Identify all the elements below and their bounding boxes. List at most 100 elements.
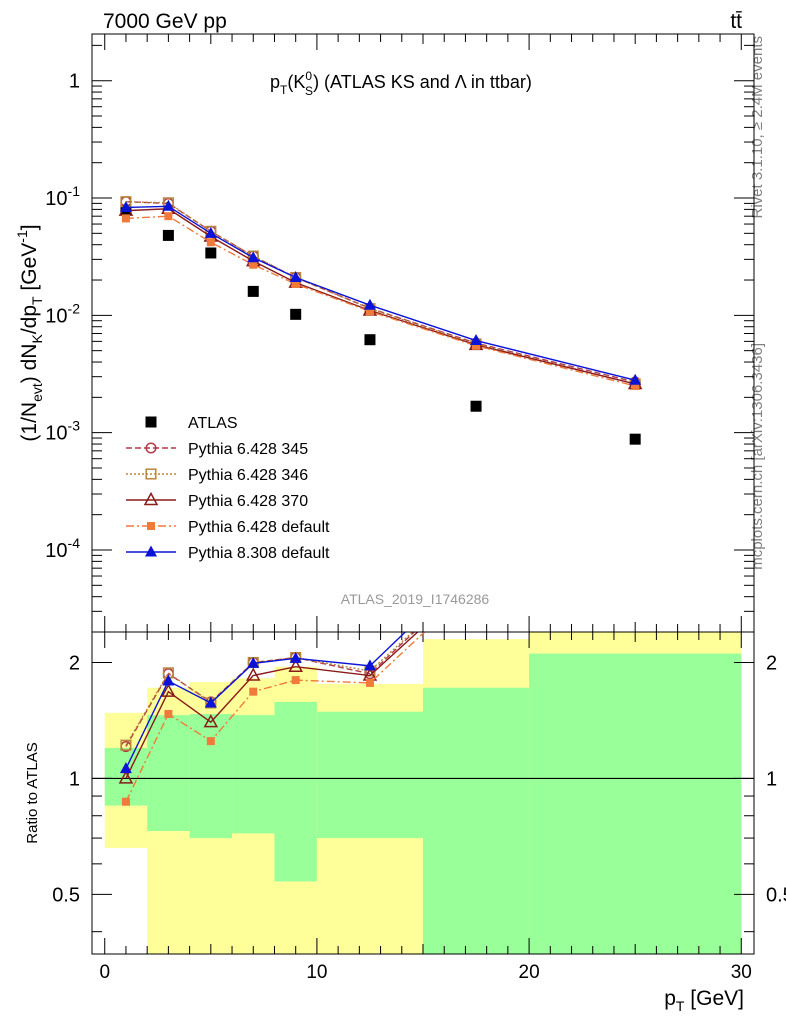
main-y-tick-label: 10-1 <box>45 183 80 210</box>
legend: ATLAS Pythia 6.428 345 Pythia 6.428 346 Pyt… <box>126 415 330 562</box>
main-point-pythia-8-308-default <box>289 271 302 283</box>
band-inner-bin <box>147 715 190 832</box>
legend-marker-pythia-6-428-346 <box>145 468 157 480</box>
band-inner-bin <box>316 711 423 839</box>
ratio-point-pythia-6-428-default <box>472 580 480 588</box>
legend-label-pythia-6-428-346: Pythia 6.428 346 <box>188 467 308 484</box>
ratio-point-pythia-8-308-default <box>289 651 302 663</box>
main-point-pythia-6-428-default <box>631 381 640 390</box>
main-line-pythia-6-428-370 <box>125 208 636 385</box>
ratio-panel-frame <box>91 631 755 955</box>
main-point-pythia-6-428-default <box>121 214 130 223</box>
main-point-atlas <box>290 308 302 320</box>
main-point-pythia-8-308-default <box>470 334 483 346</box>
band-inner-bin <box>274 701 317 882</box>
main-point-pythia-6-428-default <box>164 212 173 221</box>
mcplots-label: mcplots.cern.ch [arXiv:1306.3436] <box>749 343 766 570</box>
ratio-y-tick-label: 1 <box>69 768 80 790</box>
legend-label-pythia-6-428-default: Pythia 6.428 default <box>188 519 330 536</box>
ratio-series <box>118 558 641 806</box>
ratio-y-tick-label-right: 1 <box>766 768 777 790</box>
main-point-atlas <box>470 400 482 412</box>
ratio-point-pythia-8-308-default <box>204 696 217 708</box>
main-point-atlas <box>364 334 376 346</box>
legend-marker-atlas <box>145 416 157 428</box>
main-point-pythia-6-428-default <box>365 307 374 316</box>
analysis-tag: ATLAS_2019_I1746286 <box>341 591 490 607</box>
x-tick-label: 30 <box>731 962 752 983</box>
ratio-point-pythia-6-428-370 <box>203 714 219 728</box>
ratio-point-pythia-6-428-370 <box>245 667 261 681</box>
main-line-pythia-8-308-default <box>125 205 636 381</box>
main-line-pythia-6-428-default <box>125 215 636 387</box>
legend-marker-pythia-6-428-370 <box>143 491 159 506</box>
main-point-pythia-6-428-default <box>206 238 215 247</box>
ratio-point-pythia-6-428-346 <box>630 590 640 600</box>
ratio-point-pythia-6-428-370 <box>118 770 134 784</box>
ratio-point-pythia-8-308-default <box>363 659 376 671</box>
ratio-point-pythia-6-428-default <box>631 599 639 607</box>
ratio-y-axis-label: Ratio to ATLAS <box>24 742 41 843</box>
main-point-pythia-8-308-default <box>629 373 642 385</box>
main-point-atlas <box>205 247 217 259</box>
band-inner-bin <box>189 713 233 839</box>
main-point-pythia-6-428-default <box>249 260 258 269</box>
legend-label-pythia-8-308-default: Pythia 8.308 default <box>188 545 330 562</box>
band-inner-bin <box>232 715 275 834</box>
ratio-point-pythia-6-428-370 <box>470 572 482 583</box>
x-tick-label: 0 <box>99 962 110 983</box>
legend-marker-pythia-6-428-default <box>147 522 155 530</box>
energy-label: 7000 GeV pp <box>103 10 227 33</box>
ratio-y-tick-label: 2 <box>69 652 80 674</box>
ratio-point-pythia-8-308-default <box>629 577 641 588</box>
ratio-point-pythia-6-428-370 <box>161 683 176 697</box>
x-tick-label: 20 <box>519 962 540 983</box>
main-point-pythia-8-308-default <box>204 226 217 238</box>
ratio-y-tick-label-right: 2 <box>766 652 777 674</box>
main-line-pythia-6-428-345 <box>125 201 636 383</box>
ratio-point-pythia-6-428-default <box>206 737 215 746</box>
main-point-pythia-8-308-default <box>247 251 260 263</box>
main-point-pythia-8-308-default <box>162 199 175 211</box>
ratio-point-pythia-6-428-default <box>291 676 300 685</box>
main-point-atlas <box>629 433 641 445</box>
ratio-point-pythia-8-308-default <box>162 674 175 686</box>
ratio-point-pythia-6-428-default <box>121 797 130 806</box>
ratio-point-pythia-6-428-346 <box>471 569 481 579</box>
main-panel-frame <box>91 33 755 633</box>
band-inner-bin <box>529 653 742 954</box>
ratio-uncertainty-bands <box>104 632 742 954</box>
main-y-tick-label: 10-4 <box>45 535 80 562</box>
ratio-y-tick-label: 0.5 <box>52 884 80 906</box>
main-y-tick-label: 10-3 <box>45 418 80 445</box>
ratio-line-pythia-6-428-346 <box>125 632 414 746</box>
ratio-point-pythia-6-428-346 <box>120 739 132 751</box>
legend-marker-pythia-6-428-345 <box>145 442 157 454</box>
legend-label-pythia-6-428-345: Pythia 6.428 345 <box>188 441 308 458</box>
ratio-point-pythia-6-428-default <box>249 687 258 696</box>
ratio-point-pythia-8-308-default <box>470 558 482 569</box>
main-point-pythia-8-308-default <box>363 298 376 310</box>
main-y-tick-label: 1 <box>69 71 80 93</box>
main-y-tick-label: 10-2 <box>45 300 80 327</box>
main-line-pythia-6-428-346 <box>125 201 636 385</box>
ratio-point-pythia-6-428-345 <box>471 569 481 579</box>
main-point-pythia-6-428-default <box>472 341 481 350</box>
axes: 0 10 20 30 1 10-1 10-2 10-3 10-4 0.5 0.5 1 1 2 2 <box>45 34 786 983</box>
ratio-point-pythia-6-428-default <box>365 678 374 687</box>
legend-label-pythia-6-428-370: Pythia 6.428 370 <box>188 493 308 510</box>
ratio-line-pythia-8-308-default <box>125 632 407 769</box>
main-point-pythia-6-428-default <box>291 279 300 288</box>
band-inner-bin <box>104 747 148 806</box>
ratio-point-pythia-6-428-370 <box>629 591 641 602</box>
ratio-point-pythia-6-428-370 <box>288 658 303 672</box>
ratio-point-pythia-8-308-default <box>247 656 260 668</box>
main-plot-title: pT(K0 S) (ATLAS KS and Λ in ttbar) <box>270 69 532 98</box>
main-point-pythia-8-308-default <box>119 201 132 213</box>
x-axis-label: pT [GeV] <box>664 987 744 1014</box>
main-point-atlas <box>247 285 259 297</box>
ratio-point-pythia-6-428-default <box>164 709 173 718</box>
main-point-atlas <box>162 229 174 241</box>
legend-label-atlas: ATLAS <box>188 415 238 432</box>
